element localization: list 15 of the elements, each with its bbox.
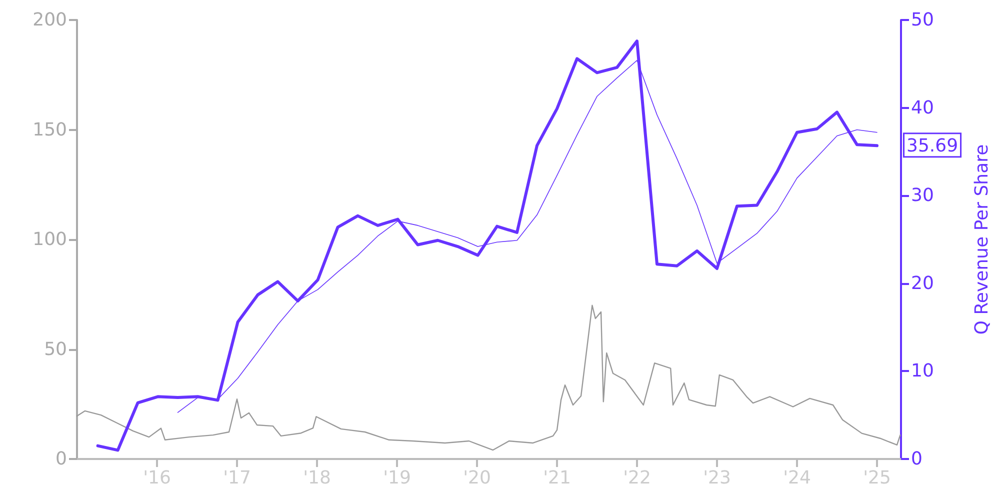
line-series [96, 40, 878, 452]
y2-tick-label: 50 [911, 10, 934, 30]
y2-tick-label: 20 [911, 272, 934, 294]
text: 35.69 [906, 136, 958, 157]
y-tick-label: 200 [32, 10, 67, 30]
y-tick-label: 50 [44, 338, 67, 360]
y-tick-label: 100 [32, 229, 67, 250]
y2-tick-label: 30 [911, 185, 934, 206]
y2-axis-title: Q Revenue Per Share [972, 144, 992, 335]
y2-tick-label: 0 [911, 448, 922, 470]
y2-tick-label: 40 [911, 97, 934, 118]
y-tick-label: 150 [32, 119, 67, 140]
y2-tick-label: 10 [911, 360, 934, 382]
line-series [76, 304, 901, 451]
y-tick-label: 0 [56, 448, 67, 470]
